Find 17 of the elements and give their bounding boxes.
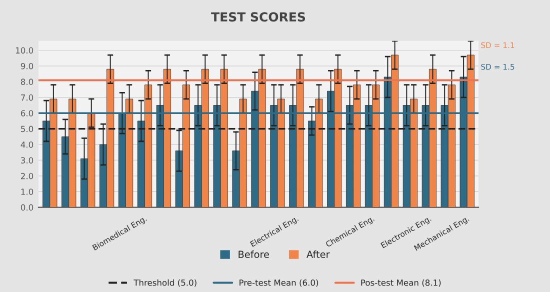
y-tick-label: 10.0 (16, 47, 34, 54)
y-tick-label: 3.0 (21, 157, 34, 164)
legend-label: Before (238, 250, 269, 258)
y-tick-label: 6.0 (20, 110, 34, 116)
legend-label: Pre-test Mean (6.0) (240, 279, 318, 287)
legend-label: Pos-test Mean (8.1) (361, 279, 441, 287)
y-tick-label: 7.0 (21, 94, 34, 101)
y-tick-label: 2.0 (20, 172, 34, 180)
y-tick-label: 4.0 (20, 141, 34, 148)
y-tick-label: 5.0 (21, 126, 34, 132)
legend-label: Threshold (5.0) (134, 279, 196, 287)
legend-label: After (306, 250, 330, 258)
y-tick-label: 9.0 (20, 62, 34, 70)
y-tick-label: 0.0 (20, 204, 34, 211)
y-tick-label: 8.0 (20, 78, 34, 85)
chart-title: TEST SCORES (211, 12, 306, 22)
y-tick-label: 1.0 (21, 188, 34, 195)
